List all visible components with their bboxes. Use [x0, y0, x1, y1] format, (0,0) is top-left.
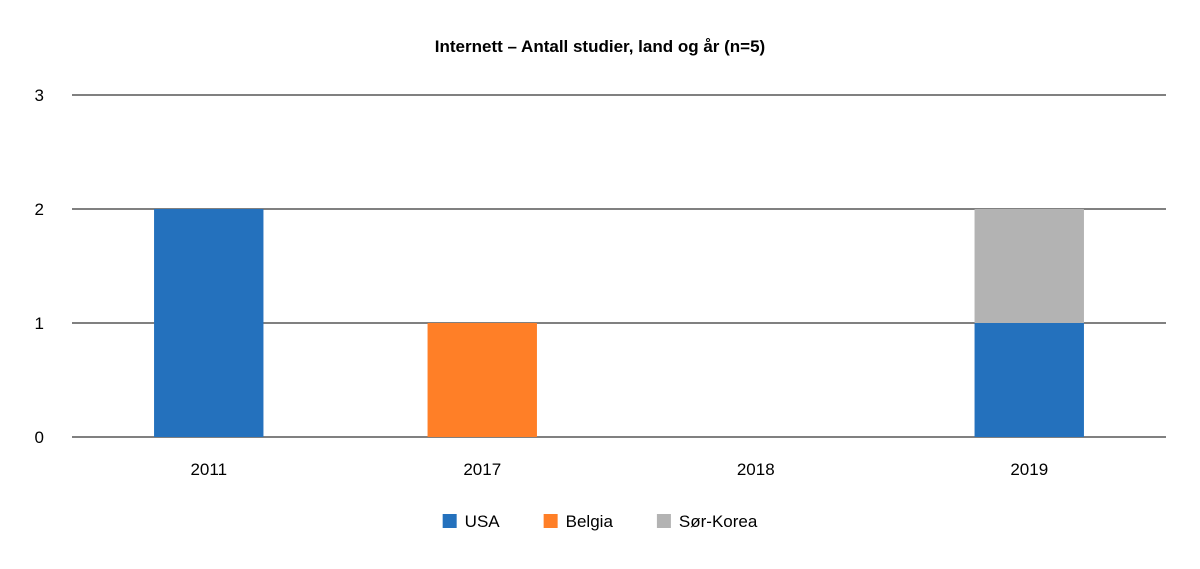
legend-item: Belgia [543, 512, 614, 531]
y-tick-label: 3 [35, 86, 44, 105]
y-tick-label: 1 [35, 314, 44, 333]
bar-s-r-korea-2019 [974, 209, 1084, 323]
legend-item: Sør-Korea [656, 512, 758, 531]
legend-label: Belgia [566, 512, 614, 531]
y-tick-label: 2 [35, 200, 44, 219]
bars [154, 209, 1084, 437]
y-axis: 0 1 2 3 [35, 86, 44, 447]
x-tick-label: 2019 [1010, 460, 1048, 479]
y-tick-label: 0 [35, 428, 44, 447]
x-tick-label: 2011 [190, 460, 227, 479]
legend-item: USA [442, 512, 501, 531]
legend-swatch [543, 514, 558, 528]
legend-label: Sør-Korea [679, 512, 758, 531]
legend: USA Belgia Sør-Korea [442, 512, 758, 531]
bar-belgia-2017 [427, 323, 537, 437]
x-tick-label: 2018 [737, 460, 775, 479]
x-tick-label: 2017 [463, 460, 501, 479]
legend-label: USA [465, 512, 501, 531]
bar-usa-2019 [974, 323, 1084, 437]
chart-title: Internett – Antall studier, land og år (… [435, 37, 765, 56]
legend-swatch [442, 514, 457, 528]
legend-swatch [656, 514, 671, 528]
x-axis: 2011 2017 2018 2019 [190, 460, 1048, 479]
bar-usa-2011 [154, 209, 264, 437]
